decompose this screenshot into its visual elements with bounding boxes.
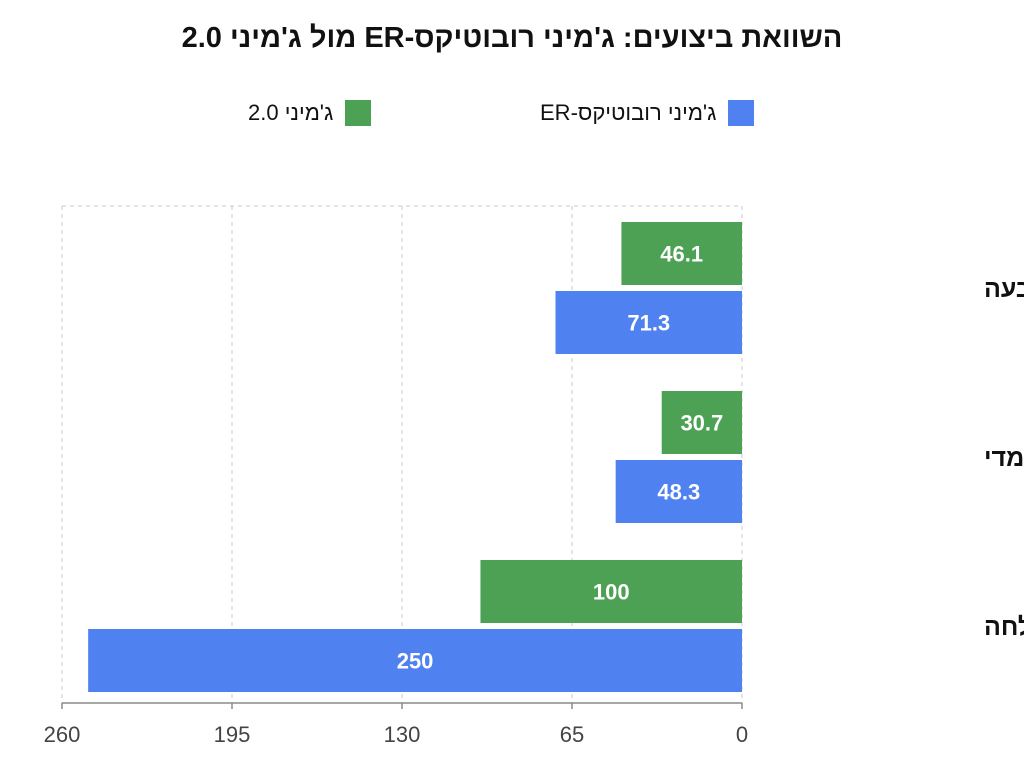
bar (661, 391, 742, 454)
bar (621, 222, 742, 285)
bar (555, 291, 742, 354)
bar-value-label: 30.7 (680, 411, 723, 436)
x-tick-label: 130 (384, 722, 421, 747)
bar-value-label: 48.3 (657, 480, 700, 505)
bar-value-label: 100 (593, 580, 630, 605)
bar (615, 460, 742, 523)
legend-item-robotics-er: ג'מיני רובוטיקס-ER (540, 96, 755, 130)
bar (88, 629, 742, 692)
bar-value-label: 46.1 (660, 242, 703, 267)
chart-title: השוואת ביצועים: ג'מיני רובוטיקס-ER מול ג… (181, 22, 843, 54)
x-tick-label: 260 (44, 722, 81, 747)
x-tick-label: 65 (560, 722, 584, 747)
legend-label-gemini-2: ג'מיני 2.0 (248, 100, 334, 125)
category-label: הצבעה (984, 275, 1024, 303)
x-tick-label: 195 (214, 722, 251, 747)
bar-value-label: 71.3 (627, 311, 670, 336)
legend: ג'מיני רובוטיקס-ER ג'מיני 2.0 (0, 96, 1024, 130)
bar-value-label: 250 (397, 649, 434, 674)
category-label: שיעור הצלחה (984, 613, 1024, 641)
legend-item-gemini-2: ג'מיני 2.0 (248, 96, 372, 130)
legend-swatch-robotics-er (728, 100, 755, 126)
legend-label-robotics-er: ג'מיני רובוטיקס-ER (540, 100, 717, 125)
legend-swatch-gemini-2 (345, 100, 372, 126)
category-label: זיהוי תלת-ממדי (984, 444, 1024, 472)
x-tick-label: 0 (736, 722, 748, 747)
bar (480, 560, 742, 623)
